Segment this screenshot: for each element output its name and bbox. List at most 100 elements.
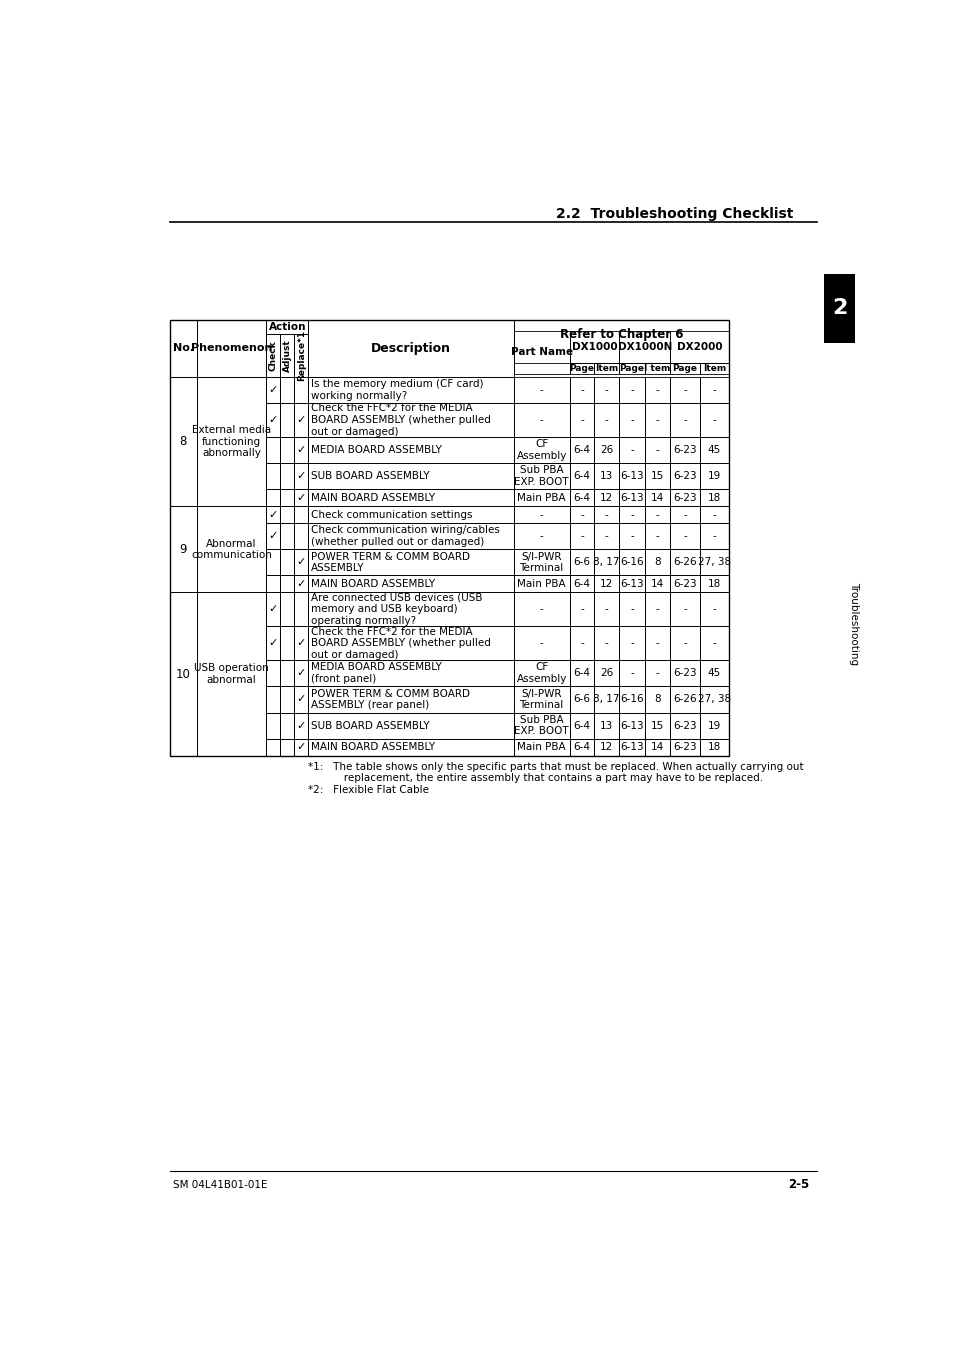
- Text: Check the FFC*2 for the MEDIA
BOARD ASSEMBLY (whether pulled
out or damaged): Check the FFC*2 for the MEDIA BOARD ASSE…: [311, 404, 490, 436]
- Text: -: -: [712, 510, 716, 520]
- Bar: [594, 363, 618, 374]
- Text: 10: 10: [175, 667, 191, 680]
- Bar: [618, 738, 644, 756]
- Text: 6-23: 6-23: [673, 721, 696, 730]
- Text: CF
Assembly: CF Assembly: [516, 663, 566, 684]
- Bar: [644, 363, 670, 374]
- Text: -: -: [604, 531, 608, 541]
- Text: Part Name: Part Name: [510, 347, 572, 358]
- Bar: [280, 333, 294, 377]
- Bar: [569, 593, 594, 626]
- Text: 6-4: 6-4: [573, 579, 590, 589]
- Text: MAIN BOARD ASSEMBLY: MAIN BOARD ASSEMBLY: [311, 493, 435, 502]
- Bar: [513, 524, 569, 549]
- Text: 6-23: 6-23: [673, 493, 696, 502]
- Bar: [594, 404, 618, 437]
- Bar: [569, 331, 618, 363]
- Text: ✓: ✓: [296, 579, 306, 589]
- Text: MAIN BOARD ASSEMBLY: MAIN BOARD ASSEMBLY: [311, 743, 435, 752]
- Text: Sub PBA
EXP. BOOT: Sub PBA EXP. BOOT: [514, 716, 568, 737]
- Text: 13: 13: [599, 471, 613, 481]
- Bar: [266, 463, 280, 489]
- Bar: [699, 549, 728, 575]
- Text: S/I-PWR
Terminal: S/I-PWR Terminal: [519, 552, 563, 574]
- Bar: [280, 377, 294, 404]
- Text: -: -: [682, 639, 686, 648]
- Bar: [170, 377, 196, 506]
- Bar: [280, 506, 294, 524]
- Text: 14: 14: [650, 579, 663, 589]
- Text: 6-16: 6-16: [619, 694, 643, 705]
- Text: ✓: ✓: [296, 639, 306, 648]
- Bar: [308, 660, 513, 686]
- Bar: [308, 738, 513, 756]
- Text: -: -: [579, 531, 583, 541]
- Text: 13: 13: [599, 721, 613, 730]
- Bar: [670, 506, 699, 524]
- Bar: [594, 686, 618, 713]
- Text: Action: Action: [269, 321, 306, 332]
- Bar: [699, 738, 728, 756]
- Text: 2-5: 2-5: [787, 1179, 808, 1191]
- Bar: [280, 463, 294, 489]
- Bar: [280, 575, 294, 593]
- Text: -: -: [604, 510, 608, 520]
- Text: -: -: [712, 605, 716, 614]
- Bar: [644, 524, 670, 549]
- Text: Sub PBA
EXP. BOOT: Sub PBA EXP. BOOT: [514, 466, 568, 487]
- Text: -: -: [655, 414, 659, 425]
- Text: -: -: [655, 385, 659, 396]
- Bar: [594, 463, 618, 489]
- Text: Main PBA: Main PBA: [517, 493, 565, 502]
- Text: 6-16: 6-16: [619, 558, 643, 567]
- Bar: [569, 686, 594, 713]
- Bar: [569, 437, 594, 463]
- Bar: [594, 437, 618, 463]
- Text: 26: 26: [599, 668, 613, 678]
- Bar: [569, 463, 594, 489]
- Bar: [644, 686, 670, 713]
- Text: 6-23: 6-23: [673, 446, 696, 455]
- Bar: [513, 593, 569, 626]
- Text: 2.2  Troubleshooting Checklist: 2.2 Troubleshooting Checklist: [556, 208, 793, 221]
- Text: Is the memory medium (CF card)
working normally?: Is the memory medium (CF card) working n…: [311, 379, 482, 401]
- Text: 12: 12: [599, 493, 613, 502]
- Bar: [699, 463, 728, 489]
- Bar: [513, 489, 569, 506]
- Text: ✓: ✓: [296, 743, 306, 752]
- Bar: [294, 489, 308, 506]
- Bar: [670, 489, 699, 506]
- Text: MEDIA BOARD ASSEMBLY
(front panel): MEDIA BOARD ASSEMBLY (front panel): [311, 663, 441, 684]
- Bar: [699, 363, 728, 374]
- Bar: [644, 575, 670, 593]
- Bar: [618, 437, 644, 463]
- Bar: [594, 713, 618, 738]
- Text: Are connected USB devices (USB
memory and USB keyboard)
operating normally?: Are connected USB devices (USB memory an…: [311, 593, 481, 626]
- Bar: [294, 333, 308, 377]
- Text: 8: 8: [654, 558, 660, 567]
- Bar: [670, 463, 699, 489]
- Bar: [266, 738, 280, 756]
- Text: 19: 19: [707, 471, 720, 481]
- Bar: [294, 713, 308, 738]
- Text: Page: Page: [569, 364, 594, 373]
- Text: -: -: [604, 414, 608, 425]
- Text: -: -: [682, 510, 686, 520]
- Text: MEDIA BOARD ASSEMBLY: MEDIA BOARD ASSEMBLY: [311, 446, 441, 455]
- Text: 8: 8: [179, 435, 187, 448]
- Bar: [294, 463, 308, 489]
- Bar: [594, 377, 618, 404]
- Bar: [699, 713, 728, 738]
- Text: -: -: [539, 414, 543, 425]
- Text: -: -: [579, 510, 583, 520]
- Bar: [266, 686, 280, 713]
- Text: Description: Description: [371, 342, 451, 355]
- Bar: [823, 274, 855, 343]
- Bar: [644, 489, 670, 506]
- Bar: [308, 626, 513, 660]
- Bar: [294, 660, 308, 686]
- Bar: [280, 626, 294, 660]
- Bar: [294, 575, 308, 593]
- Bar: [594, 626, 618, 660]
- Text: ✓: ✓: [296, 414, 306, 425]
